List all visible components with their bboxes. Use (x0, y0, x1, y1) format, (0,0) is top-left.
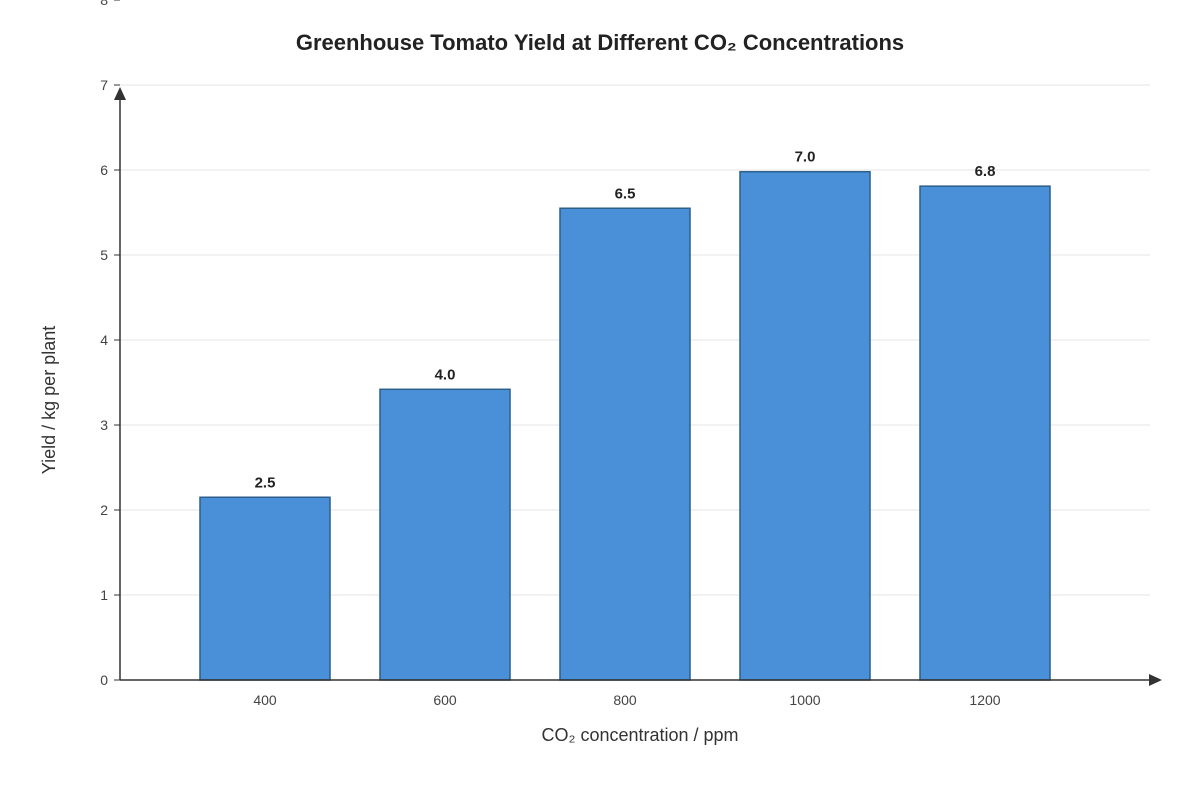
y-axis-label: Yield / kg per plant (39, 326, 59, 474)
y-tick-label: 6 (100, 162, 108, 178)
bar-1000 (739, 170, 871, 681)
y-axis-arrow (114, 87, 126, 100)
y-tick-label: 5 (100, 247, 108, 263)
data-labels: 2.5 4.0 6.5 7.0 6.8 (255, 149, 996, 492)
x-tick-label-1000: 1000 (789, 692, 820, 708)
data-label-600: 4.0 (435, 366, 456, 383)
chart-title: Greenhouse Tomato Yield at Different CO₂… (296, 30, 904, 55)
data-label-1000: 7.0 (795, 149, 816, 166)
data-label-1200: 6.8 (975, 163, 996, 180)
x-tick-label-600: 600 (433, 692, 457, 708)
x-axis-arrow (1149, 674, 1162, 686)
bar-400 (199, 496, 331, 681)
x-axis-ticks: 400 600 800 1000 1200 (253, 692, 1000, 708)
y-axis-ticks: 0 1 2 3 4 5 6 7 8 (100, 0, 120, 688)
y-tick-label: 2 (100, 502, 108, 518)
y-tick-label: 7 (100, 77, 108, 93)
axes (114, 87, 1162, 686)
bar-600 (379, 388, 511, 681)
y-tick-label: 4 (100, 332, 108, 348)
y-tick-label: 8 (100, 0, 108, 8)
x-tick-label-1200: 1200 (969, 692, 1000, 708)
x-axis-label: CO₂ concentration / ppm (541, 725, 738, 745)
bar-1200 (919, 185, 1051, 681)
x-tick-label-800: 800 (613, 692, 637, 708)
bars (199, 170, 1051, 681)
data-label-400: 2.5 (255, 474, 276, 491)
bar-800 (559, 207, 691, 681)
y-tick-label: 0 (100, 672, 108, 688)
y-tick-label: 3 (100, 417, 108, 433)
y-tick-label: 1 (100, 587, 108, 603)
data-label-800: 6.5 (615, 185, 636, 202)
x-tick-label-400: 400 (253, 692, 277, 708)
